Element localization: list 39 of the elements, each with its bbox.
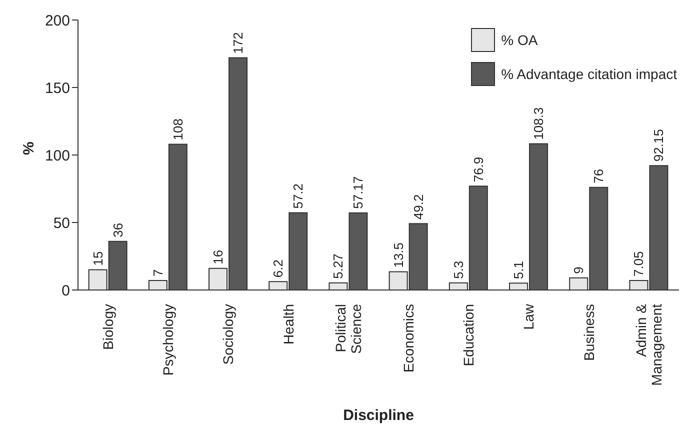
data-label: 57.17 [350,176,366,209]
x-tick-label: Economics [400,304,416,372]
x-tick-label: Psychology [160,304,176,376]
data-label: 5.27 [330,254,346,279]
data-label: 9 [571,266,586,274]
data-label: 92.15 [651,129,666,162]
data-label: 7 [150,269,166,277]
y-tick-label: 200 [44,12,70,30]
x-axis-title: Discipline [343,407,414,424]
x-tick-label: Admin & Management [633,303,665,386]
y-tick-label: 50 [53,214,70,232]
data-label: 5.3 [450,260,466,279]
y-tick-label: 100 [44,147,70,164]
x-tick-label: Political Science [332,304,364,354]
data-label: 13.5 [390,242,406,268]
y-tick-label: 150 [44,80,70,97]
data-label: 15 [90,251,106,266]
x-tick-label: Law [520,303,537,330]
data-label: 36 [110,222,126,238]
x-tick-label: Business [580,304,597,361]
data-label: 76.9 [470,156,486,182]
data-label: 49.2 [410,194,426,220]
legend-label: % Advantage citation impact [501,66,677,82]
data-label: 172 [230,32,246,54]
x-tick-label: Biology [100,304,116,350]
data-label: 76 [591,168,606,184]
y-axis-title: % [20,142,38,155]
y-tick-label: 0 [62,282,70,300]
data-label: 108 [170,118,186,140]
data-label: 16 [210,250,226,264]
x-tick-label: Education [460,304,477,366]
data-label: 7.05 [631,251,646,276]
data-label: 57.2 [290,183,306,209]
data-label: 5.1 [511,261,526,280]
legend-label: % OA [501,32,538,48]
data-label: 108.3 [531,107,546,140]
data-label: 6.2 [270,260,286,278]
x-tick-label: Health [280,304,296,344]
x-tick-label: Sociology [220,304,236,365]
